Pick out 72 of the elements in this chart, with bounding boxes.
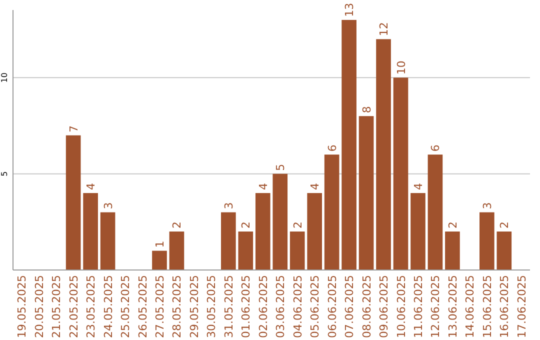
bar <box>342 20 356 270</box>
bar <box>169 232 184 270</box>
x-tick-label: 10.06.2025 <box>394 275 408 338</box>
bar <box>445 232 460 270</box>
bar <box>272 174 288 270</box>
bar <box>324 154 340 270</box>
bar <box>255 193 270 270</box>
x-tick-label: 16.06.2025 <box>498 275 512 338</box>
x-tick-label: 25.05.2025 <box>119 275 132 338</box>
data-label: 3 <box>102 202 115 210</box>
x-tick-label: 12.06.2025 <box>429 275 442 338</box>
x-tick-label: 07.06.2025 <box>343 275 356 338</box>
x-tick-label: 27.05.2025 <box>153 275 166 338</box>
x-tick-label: 15.06.2025 <box>480 275 494 338</box>
data-label: 3 <box>480 202 494 210</box>
x-tick-label: 11.06.2025 <box>412 275 425 338</box>
x-tick-label: 29.05.2025 <box>188 275 201 338</box>
bar <box>66 135 81 270</box>
bar <box>238 232 254 270</box>
x-tick-label: 20.05.2025 <box>32 275 46 338</box>
data-label: 4 <box>84 183 98 190</box>
data-label: 2 <box>498 222 512 229</box>
data-label: 4 <box>256 183 270 190</box>
bar <box>428 154 443 270</box>
bar <box>290 232 305 270</box>
x-tick-label: 19.05.2025 <box>16 275 29 338</box>
data-label: 12 <box>378 22 391 36</box>
bar <box>376 39 391 270</box>
data-label: 4 <box>412 183 425 190</box>
x-tick-label: 02.06.2025 <box>256 275 270 338</box>
data-label: 2 <box>446 222 460 229</box>
data-label: 2 <box>291 222 304 229</box>
data-label: 6 <box>429 144 442 152</box>
data-label: 10 <box>394 60 408 75</box>
bar <box>358 116 374 270</box>
x-tick-label: 03.06.2025 <box>274 275 288 338</box>
x-tick-label: 06.06.2025 <box>326 275 339 338</box>
data-label: 7 <box>67 125 80 132</box>
x-tick-label: 30.05.2025 <box>205 275 218 338</box>
bar <box>480 212 494 270</box>
x-tick-label: 24.05.2025 <box>102 275 115 338</box>
bar <box>221 212 236 270</box>
x-tick-label: 09.06.2025 <box>378 275 391 338</box>
data-label: 5 <box>274 164 288 171</box>
x-tick-label: 14.06.2025 <box>464 275 477 338</box>
data-label: 13 <box>343 2 356 17</box>
data-label: 4 <box>308 183 322 190</box>
x-tick-label: 28.05.2025 <box>170 275 184 338</box>
bar <box>496 232 512 270</box>
data-label: 2 <box>240 222 253 229</box>
x-tick-label: 23.05.2025 <box>84 275 98 338</box>
data-label: 1 <box>153 240 166 248</box>
x-tick-label: 22.05.2025 <box>67 275 80 338</box>
x-tick-label: 04.06.2025 <box>291 275 304 338</box>
bar <box>307 193 322 270</box>
x-tick-label: 05.06.2025 <box>308 275 322 338</box>
bar <box>100 212 116 270</box>
bar <box>152 250 167 270</box>
bar <box>83 193 98 270</box>
data-label: 2 <box>170 222 184 229</box>
bar <box>393 78 408 270</box>
x-tick-label: 01.06.2025 <box>240 275 253 338</box>
x-tick-label: 21.05.2025 <box>50 275 64 338</box>
x-tick-label: 31.05.2025 <box>222 275 236 338</box>
x-tick-label: 26.05.2025 <box>136 275 150 338</box>
data-label: 8 <box>360 106 374 114</box>
data-label: 3 <box>222 202 236 210</box>
x-tick-label: 17.06.2025 <box>515 275 528 338</box>
x-tick-label: 08.06.2025 <box>360 275 374 338</box>
x-tick-label: 13.06.2025 <box>446 275 460 338</box>
data-label: 6 <box>326 144 339 152</box>
bar <box>410 193 426 270</box>
